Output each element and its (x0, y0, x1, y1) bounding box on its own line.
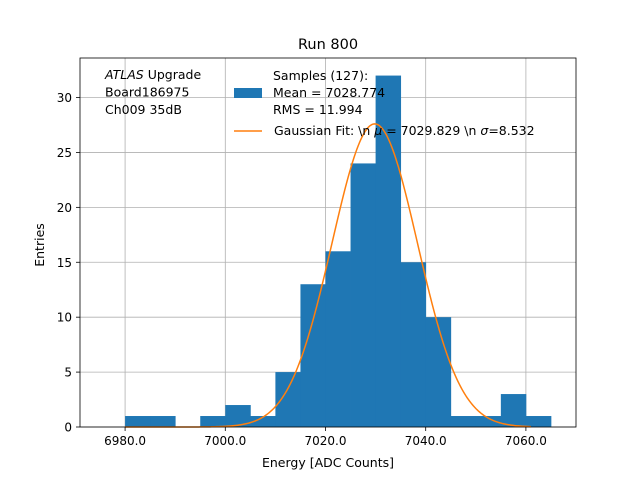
annotation-text: Upgrade (144, 67, 202, 82)
legend-fit-text-part: = 7029.829 \n (382, 123, 480, 138)
histogram-bar (500, 394, 527, 427)
y-tick-label: 15 (57, 256, 72, 270)
y-axis-ticks: 0 5 10 15 20 25 30 (57, 91, 80, 435)
legend-label-samples: Mean = 7028.774 (273, 85, 385, 100)
chart-title: Run 800 (298, 37, 358, 53)
x-axis-label: Energy [ADC Counts] (262, 455, 394, 470)
y-tick-label: 25 (57, 146, 72, 160)
histogram-bar (150, 416, 176, 427)
legend: Samples (127): Mean = 7028.774 RMS = 11.… (234, 68, 535, 138)
histogram-bars (125, 75, 552, 428)
legend-fit-text-part: =8.532 (488, 123, 534, 138)
legend-fit-text-part: σ (480, 123, 489, 138)
grid-lines (80, 58, 576, 428)
x-tick-label: 6980.0 (104, 434, 146, 448)
histogram-bar (225, 405, 251, 427)
histogram-bar (125, 416, 151, 427)
y-axis-label: Entries (32, 223, 47, 267)
histogram-bar (350, 163, 376, 427)
legend-patch-samples (234, 88, 262, 98)
x-tick-label: 7000.0 (204, 434, 246, 448)
histogram-bar (325, 251, 351, 427)
annotation-text: Ch009 35dB (105, 102, 182, 117)
x-axis-ticks: 6980.0 7000.0 7020.0 7040.0 7060.0 (104, 427, 547, 448)
plot-frame (79, 57, 577, 428)
legend-label-samples: Samples (127): (273, 68, 368, 83)
x-tick-label: 7040.0 (405, 434, 447, 448)
y-tick-label: 10 (57, 311, 72, 325)
annotation-text: Board186975 (105, 85, 189, 100)
legend-label-fit: Gaussian Fit: \n μ = 7029.829 \n σ=8.532 (274, 123, 535, 138)
histogram-bar (300, 284, 326, 427)
y-tick-label: 30 (57, 91, 72, 105)
x-tick-label: 7020.0 (304, 434, 346, 448)
legend-fit-text-part: μ (373, 123, 382, 138)
histogram-bar (400, 262, 427, 427)
legend-fit-text-part: Gaussian Fit: \n (274, 123, 374, 138)
histogram-bar (425, 317, 452, 427)
annotation-italic-text: ATLAS (104, 67, 144, 82)
histogram-bar (200, 416, 226, 427)
histogram-bar (275, 372, 301, 427)
histogram-bar (450, 416, 477, 427)
histogram-bar (525, 416, 552, 427)
atlas-annotation: ATLAS Upgrade Board186975 Ch009 35dB (104, 67, 201, 117)
annotation-line: Board186975 (105, 85, 189, 100)
histogram-bar (375, 75, 402, 428)
annotation-line: Ch009 35dB (105, 102, 182, 117)
histogram-bar (250, 416, 276, 427)
legend-label-samples: RMS = 11.994 (273, 102, 363, 117)
annotation-line: ATLAS Upgrade (104, 67, 201, 82)
y-tick-label: 5 (64, 366, 72, 380)
y-tick-label: 20 (57, 201, 72, 215)
y-tick-label: 0 (64, 421, 72, 435)
x-tick-label: 7060.0 (505, 434, 547, 448)
histogram-bar (475, 416, 502, 427)
